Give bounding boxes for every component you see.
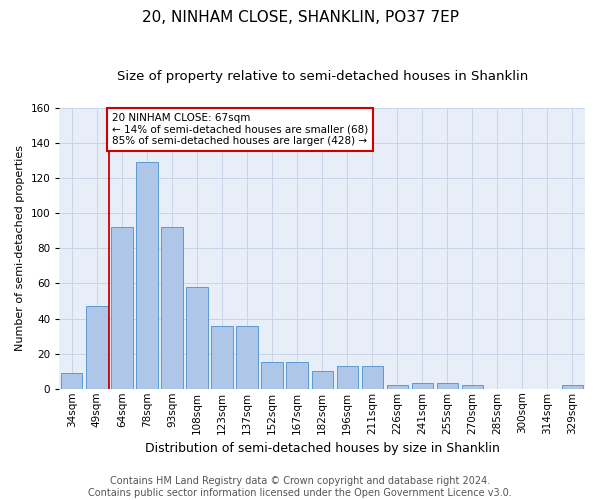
Title: Size of property relative to semi-detached houses in Shanklin: Size of property relative to semi-detach… [116, 70, 528, 83]
Bar [562, 386, 583, 389]
Text: Contains HM Land Registry data © Crown copyright and database right 2024.
Contai: Contains HM Land Registry data © Crown c… [88, 476, 512, 498]
Text: 20, NINHAM CLOSE, SHANKLIN, PO37 7EP: 20, NINHAM CLOSE, SHANKLIN, PO37 7EP [142, 10, 458, 25]
Text: 20 NINHAM CLOSE: 67sqm
← 14% of semi-detached houses are smaller (68)
85% of sem: 20 NINHAM CLOSE: 67sqm ← 14% of semi-det… [112, 113, 368, 146]
Bar [161, 227, 182, 389]
Bar [437, 384, 458, 389]
Bar [86, 306, 107, 389]
Bar [211, 326, 233, 389]
Bar [111, 227, 133, 389]
Bar [136, 162, 158, 389]
Bar [311, 371, 333, 389]
X-axis label: Distribution of semi-detached houses by size in Shanklin: Distribution of semi-detached houses by … [145, 442, 500, 455]
Bar [236, 326, 258, 389]
Bar [187, 287, 208, 389]
Bar [337, 366, 358, 389]
Bar [362, 366, 383, 389]
Bar [262, 362, 283, 389]
Bar [462, 386, 483, 389]
Bar [61, 373, 82, 389]
Y-axis label: Number of semi-detached properties: Number of semi-detached properties [15, 146, 25, 352]
Bar [412, 384, 433, 389]
Bar [386, 386, 408, 389]
Bar [286, 362, 308, 389]
